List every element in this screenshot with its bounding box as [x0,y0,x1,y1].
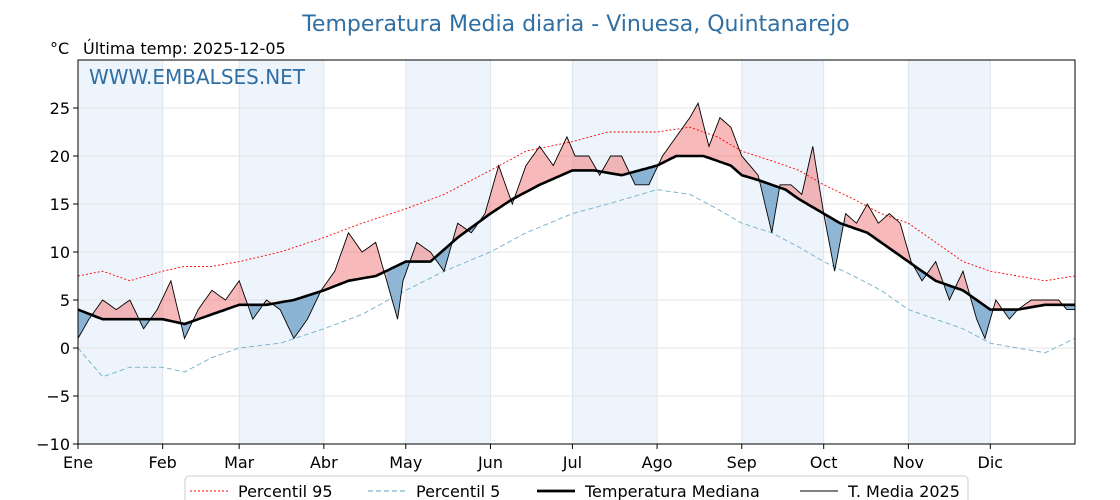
x-tick-label: Jul [562,453,582,472]
below-median-fill [181,321,193,339]
above-median-fill [151,280,182,327]
x-tick-label: Jun [477,453,503,472]
x-tick-label: Ene [63,453,93,472]
above-median-fill [411,242,436,262]
y-tick-label: −10 [36,435,70,454]
above-median-fill [321,232,387,292]
x-tick-label: Abr [310,453,338,472]
x-tick-label: Sep [727,453,757,472]
below-median-fill [386,257,412,320]
legend-box [184,475,969,500]
y-axis: −10 −5 0 5 10 15 20 25 [36,99,78,454]
below-median-fill [1004,309,1018,320]
x-tick-label: May [389,453,422,472]
x-tick-label: Oct [810,453,838,472]
last-temp-label: Última temp: 2025-12-05 [83,39,286,58]
below-median-fill [826,213,846,272]
above-median-fill [602,156,630,176]
above-median-fill [94,300,141,323]
y-tick-label: 0 [60,339,70,358]
x-tick-label: Mar [224,453,255,472]
percentil-5-line [77,189,1076,378]
legend-label: Temperatura Mediana [584,482,760,500]
y-tick-label: 20 [50,147,70,166]
x-tick-label: Dic [978,453,1004,472]
below-median-fill [250,303,264,320]
legend-label: T. Media 2025 [847,482,960,500]
y-tick-label: 25 [50,99,70,118]
x-axis: Ene Feb Mar Abr May Jun Jul Ago Sep Oct Nov Dic [63,444,1003,472]
y-tick-label: 15 [50,195,70,214]
above-median-fill [479,165,513,222]
temperatura-mediana-line [77,154,1075,326]
above-median-fill [845,204,914,267]
percentil-95-line [77,126,1076,282]
legend-label: Percentil 5 [416,482,500,500]
unit-label: °C [50,39,69,58]
x-tick-label: Ago [642,453,673,472]
below-median-fill [435,242,453,272]
y-tick-label: 5 [60,291,70,310]
chart-title: Temperatura Media diaria - Vinuesa, Quin… [301,12,850,37]
series-lines [77,102,1076,378]
y-tick-label: 10 [50,243,70,262]
x-tick-label: Feb [149,453,177,472]
legend: Percentil 95 Percentil 5 Temperatura Media… [184,475,969,500]
legend-label: Percentil 95 [238,482,333,500]
above-median-fill [927,261,944,285]
above-median-fill [192,280,251,322]
below-median-fill [943,282,958,300]
watermark: WWW.EMBALSES.NET [89,65,306,89]
y-tick-label: −5 [46,387,70,406]
above-median-fill [515,136,600,198]
above-median-fill [659,103,761,187]
x-tick-label: Nov [893,453,924,472]
t-media-2025-line [77,102,1075,340]
below-median-fill [760,181,780,233]
